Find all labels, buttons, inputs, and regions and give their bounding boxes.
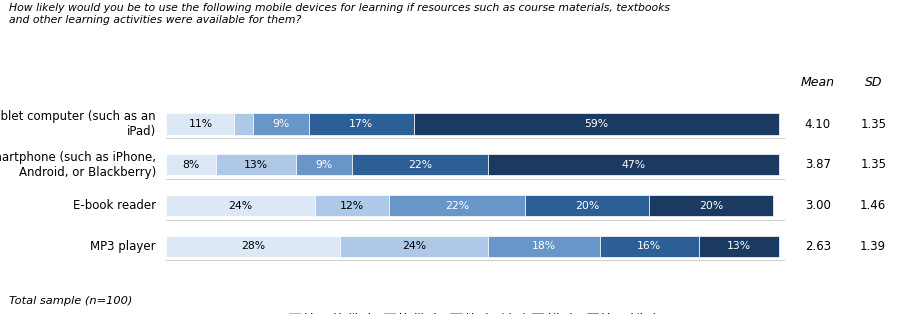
Bar: [600, 236, 699, 257]
Text: 20%: 20%: [699, 201, 723, 211]
Bar: [166, 236, 340, 257]
Text: 9%: 9%: [273, 119, 289, 129]
Text: 16%: 16%: [638, 241, 662, 252]
Text: 4.10: 4.10: [805, 117, 831, 131]
Bar: [488, 154, 779, 176]
Text: 1.35: 1.35: [860, 158, 886, 171]
Text: 3.87: 3.87: [805, 158, 831, 171]
Text: 22%: 22%: [408, 160, 432, 170]
Text: 24%: 24%: [228, 201, 252, 211]
Text: How likely would you be to use the following mobile devices for learning if reso: How likely would you be to use the follo…: [9, 3, 670, 25]
Text: 17%: 17%: [349, 119, 373, 129]
Text: 24%: 24%: [402, 241, 426, 252]
Text: SD: SD: [865, 77, 881, 89]
Bar: [235, 113, 253, 135]
Bar: [166, 113, 235, 135]
Bar: [297, 154, 352, 176]
Text: 18%: 18%: [532, 241, 556, 252]
Bar: [253, 113, 309, 135]
Bar: [352, 154, 488, 176]
Bar: [216, 154, 297, 176]
Bar: [526, 195, 650, 216]
Text: 13%: 13%: [727, 241, 751, 252]
Bar: [488, 236, 600, 257]
Text: 47%: 47%: [622, 160, 646, 170]
Text: 8%: 8%: [182, 160, 200, 170]
Text: 1.46: 1.46: [860, 199, 886, 212]
Text: 13%: 13%: [244, 160, 268, 170]
Bar: [340, 236, 488, 257]
Text: 28%: 28%: [241, 241, 265, 252]
Bar: [389, 195, 526, 216]
Text: 3.00: 3.00: [805, 199, 831, 212]
Bar: [414, 113, 779, 135]
Bar: [166, 154, 216, 176]
Text: 2.63: 2.63: [805, 240, 831, 253]
Text: 9%: 9%: [316, 160, 333, 170]
Text: 1.39: 1.39: [860, 240, 886, 253]
Text: 22%: 22%: [445, 201, 469, 211]
Text: 11%: 11%: [188, 119, 213, 129]
Text: 59%: 59%: [585, 119, 609, 129]
Bar: [699, 236, 779, 257]
Text: 1.35: 1.35: [860, 117, 886, 131]
Text: Total sample (n=100): Total sample (n=100): [9, 296, 133, 306]
Bar: [166, 195, 315, 216]
Text: Mean: Mean: [801, 77, 834, 89]
Text: 20%: 20%: [575, 201, 600, 211]
Bar: [315, 195, 389, 216]
Bar: [309, 113, 414, 135]
Legend: Very Unlikely, Unlikely, Undecided, Likely, Very Likely: Very Unlikely, Unlikely, Undecided, Like…: [285, 308, 667, 314]
Text: 12%: 12%: [340, 201, 364, 211]
Bar: [650, 195, 773, 216]
